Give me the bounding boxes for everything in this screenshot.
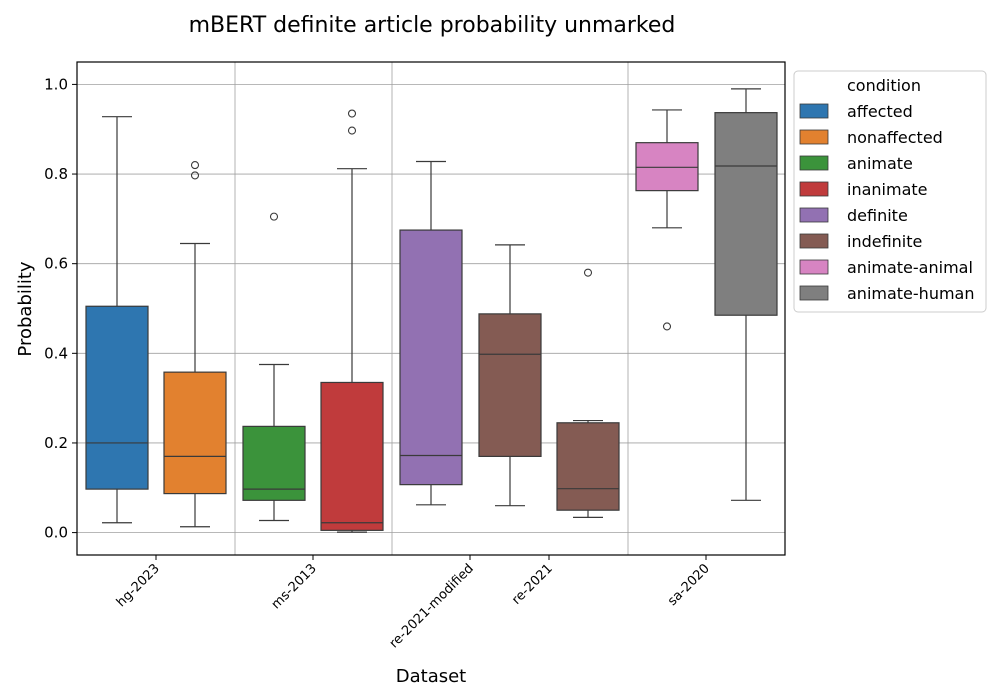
box-animate-animal-sa-2020 (635, 109, 699, 331)
legend-frame (793, 70, 987, 313)
legend-entry-nonaffected: nonaffected (799, 128, 943, 147)
box-body (556, 422, 620, 511)
outlier-point (269, 212, 279, 221)
y-tick-label: 0.4 (44, 344, 68, 362)
y-tick-label: 0.8 (44, 165, 68, 183)
legend-swatch (799, 129, 829, 145)
legend-swatch (799, 103, 829, 119)
legend-swatch (799, 181, 829, 197)
legend-label: animate-animal (847, 258, 973, 277)
legend-label: animate-human (847, 284, 974, 303)
box-affected-hg-2023 (85, 116, 149, 524)
legend: condition affected nonaffected animate inani… (793, 70, 987, 313)
legend-swatch (799, 233, 829, 249)
box-body (399, 229, 463, 486)
x-tick-label: re-2021 (509, 561, 556, 608)
plot-frame (76, 61, 786, 556)
box-animate-ms-2013 (242, 212, 306, 522)
legend-swatch (799, 155, 829, 171)
legend-title: condition (847, 76, 921, 95)
box-definite-re-2021-modified (399, 160, 463, 506)
outlier-point (347, 126, 357, 135)
outlier-point (662, 322, 672, 331)
box-body (635, 142, 699, 192)
box-body (85, 305, 149, 490)
x-tick-label: sa-2020 (665, 561, 713, 609)
y-tick-label: 0.6 (44, 255, 68, 273)
legend-label: indefinite (847, 232, 922, 251)
legend-swatch (799, 207, 829, 223)
legend-entry-affected: affected (799, 102, 913, 121)
box-nonaffected-hg-2023 (163, 161, 227, 528)
x-axis-label: Dataset (396, 666, 467, 687)
legend-label: animate (847, 154, 913, 173)
legend-entry-indefinite: indefinite (799, 232, 922, 251)
box-body (478, 313, 542, 457)
y-tick-label: 1.0 (44, 75, 68, 93)
y-tick-label: 0.0 (44, 524, 68, 542)
box-indefinite-re-2021 (556, 268, 620, 518)
y-axis-label: Probability (15, 261, 36, 356)
legend-entry-inanimate: inanimate (799, 180, 927, 199)
legend-label: nonaffected (847, 128, 943, 147)
legend-entry-animate-human: animate-human (799, 284, 974, 303)
legend-swatch (799, 259, 829, 275)
chart-title: mBERT definite article probability unmar… (189, 13, 676, 38)
outlier-point (190, 161, 200, 170)
outlier-point (583, 268, 593, 277)
legend-swatch (799, 285, 829, 301)
x-tick-label: hg-2023 (114, 561, 163, 610)
legend-label: inanimate (847, 180, 927, 199)
box-layer (85, 88, 778, 533)
box-animate-human-sa-2020 (714, 88, 778, 501)
y-tick-label: 0.2 (44, 434, 68, 452)
box-indefinite-re-2021-modified (478, 244, 542, 507)
x-tick-label: ms-2013 (269, 561, 320, 612)
box-body (714, 112, 778, 316)
outlier-point (347, 109, 357, 118)
box-body (242, 425, 306, 501)
box-inanimate-ms-2013 (320, 109, 384, 533)
outlier-point (190, 171, 200, 180)
x-tick-label: re-2021-modified (387, 561, 477, 651)
legend-label: definite (847, 206, 908, 225)
legend-entry-animate: animate (799, 154, 913, 173)
legend-label: affected (847, 102, 913, 121)
legend-entry-definite: definite (799, 206, 908, 225)
legend-entry-animate-animal: animate-animal (799, 258, 973, 277)
box-body (163, 371, 227, 495)
box-body (320, 381, 384, 531)
